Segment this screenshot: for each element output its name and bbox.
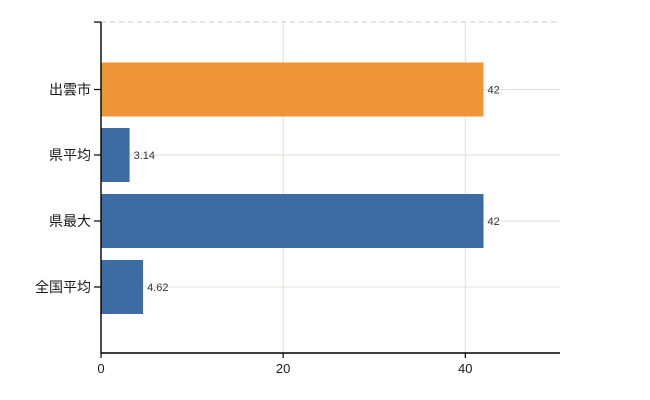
bar-2 [101, 194, 484, 248]
bar-1 [101, 128, 130, 182]
bar-3 [101, 260, 144, 314]
value-label-0: 42 [488, 85, 500, 97]
category-label-2: 県最大 [49, 213, 91, 229]
x-tick-label-0: 0 [97, 361, 104, 376]
value-label-1: 3.14 [134, 150, 155, 162]
value-label-2: 42 [488, 216, 500, 228]
bar-0 [101, 62, 484, 117]
category-label-1: 県平均 [49, 147, 91, 163]
x-tick-label-1: 20 [276, 361, 290, 376]
category-label-3: 全国平均 [35, 279, 91, 295]
value-label-3: 4.62 [147, 282, 168, 294]
x-tick-label-2: 40 [458, 361, 472, 376]
category-label-0: 出雲市 [49, 82, 91, 98]
